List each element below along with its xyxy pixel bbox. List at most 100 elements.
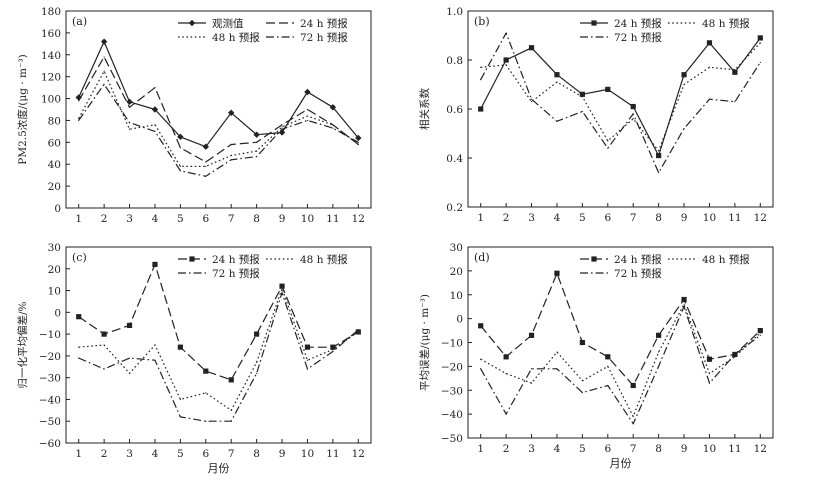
x-tick-label: 4 bbox=[554, 443, 561, 455]
data-point bbox=[202, 143, 209, 150]
series-line bbox=[78, 292, 359, 422]
data-point bbox=[357, 143, 359, 146]
series-3 bbox=[480, 306, 761, 425]
data-point bbox=[505, 372, 507, 375]
y-axis-label: 平均误差/(μg · m⁻³) bbox=[418, 294, 431, 391]
x-tick-label: 5 bbox=[579, 443, 586, 455]
series-2 bbox=[78, 287, 359, 411]
x-tick-label: 6 bbox=[604, 443, 611, 455]
x-tick-label: 11 bbox=[728, 212, 741, 224]
x-tick-label: 9 bbox=[279, 213, 286, 225]
data-point bbox=[706, 40, 713, 46]
series-line bbox=[78, 40, 359, 148]
x-tick-label: 12 bbox=[352, 213, 365, 225]
data-point bbox=[480, 358, 482, 360]
data-point bbox=[505, 413, 507, 415]
x-tick-label: 9 bbox=[681, 443, 688, 455]
data-point bbox=[581, 392, 583, 394]
data-point bbox=[256, 155, 258, 158]
y-axis-label: 相关系数 bbox=[418, 88, 431, 130]
panel-label: (c) bbox=[72, 251, 87, 264]
data-point bbox=[480, 66, 482, 68]
data-point bbox=[230, 409, 232, 411]
x-tick-label: 5 bbox=[579, 212, 586, 224]
y-tick-label: 100 bbox=[41, 94, 61, 106]
x-tick-label: 8 bbox=[253, 213, 260, 225]
legend-entry: 48 h 预报 bbox=[300, 253, 348, 266]
y-tick-label: −10 bbox=[441, 338, 463, 350]
x-tick-label: 7 bbox=[228, 448, 235, 460]
x-tick-label: 7 bbox=[228, 213, 235, 225]
data-point bbox=[357, 331, 359, 333]
data-point bbox=[306, 119, 309, 122]
x-tick-label: 6 bbox=[604, 212, 611, 224]
data-point bbox=[708, 372, 711, 375]
data-point bbox=[357, 141, 359, 143]
data-point bbox=[556, 351, 558, 353]
y-tick-label: 10 bbox=[450, 290, 463, 302]
legend-entry: 观测值 bbox=[212, 17, 244, 30]
data-point bbox=[329, 104, 337, 111]
data-point bbox=[630, 103, 636, 110]
x-tick-label: 1 bbox=[477, 212, 484, 224]
data-point bbox=[505, 32, 507, 34]
y-tick-label: 30 bbox=[450, 242, 463, 254]
data-point bbox=[154, 87, 156, 89]
x-tick-label: 2 bbox=[503, 212, 510, 224]
y-tick-label: 0.2 bbox=[446, 202, 463, 214]
legend: 24 h 预报 48 h 预报 72 h 预报 bbox=[580, 253, 750, 280]
legend-marker bbox=[591, 256, 597, 262]
data-point bbox=[478, 106, 484, 112]
series-2 bbox=[480, 42, 761, 152]
series-line bbox=[78, 83, 359, 177]
data-point bbox=[503, 354, 509, 360]
data-point bbox=[205, 392, 207, 394]
data-point bbox=[658, 365, 660, 367]
data-point bbox=[607, 140, 609, 142]
data-point bbox=[101, 331, 107, 337]
data-point bbox=[734, 101, 736, 103]
y-tick-label: 40 bbox=[48, 159, 61, 171]
x-tick-label: 11 bbox=[326, 213, 339, 225]
y-tick-label: −20 bbox=[441, 361, 463, 373]
legend-entry: 72 h 预报 bbox=[614, 31, 662, 44]
x-tick-label: 2 bbox=[101, 448, 108, 460]
data-point bbox=[78, 119, 80, 122]
data-point bbox=[357, 329, 359, 331]
y-tick-label: −50 bbox=[441, 433, 463, 445]
series-3 bbox=[78, 292, 359, 422]
data-point bbox=[154, 124, 156, 126]
data-point bbox=[658, 150, 660, 152]
data-point bbox=[279, 283, 285, 289]
y-tick-label: −60 bbox=[39, 438, 61, 450]
data-point bbox=[332, 348, 334, 350]
x-tick-label: 9 bbox=[681, 212, 688, 224]
data-point bbox=[632, 118, 634, 120]
data-point bbox=[478, 323, 484, 329]
y-tick-label: 0 bbox=[54, 307, 61, 319]
data-point bbox=[103, 70, 105, 72]
x-tick-label: 1 bbox=[477, 443, 484, 455]
series-2 bbox=[78, 56, 359, 163]
data-point bbox=[179, 165, 181, 168]
data-point bbox=[681, 296, 687, 303]
x-tick-label: 1 bbox=[75, 448, 82, 460]
legend-entry: 72 h 预报 bbox=[212, 267, 260, 280]
data-point bbox=[103, 344, 105, 346]
y-tick-label: 180 bbox=[41, 6, 61, 18]
x-tick-label: 5 bbox=[177, 213, 184, 225]
x-tick-label: 7 bbox=[630, 212, 637, 224]
data-point bbox=[332, 127, 334, 129]
series-1 bbox=[76, 261, 361, 383]
data-point bbox=[76, 314, 82, 320]
data-point bbox=[78, 357, 80, 359]
series-line bbox=[78, 70, 359, 167]
y-tick-label: 10 bbox=[48, 286, 61, 298]
data-point bbox=[103, 56, 105, 58]
y-tick-label: −50 bbox=[39, 416, 61, 428]
legend: 24 h 预报 48 h 预报 72 h 预报 bbox=[580, 17, 750, 44]
data-point bbox=[757, 35, 763, 41]
x-tick-label: 6 bbox=[202, 213, 209, 225]
data-point bbox=[306, 115, 309, 117]
